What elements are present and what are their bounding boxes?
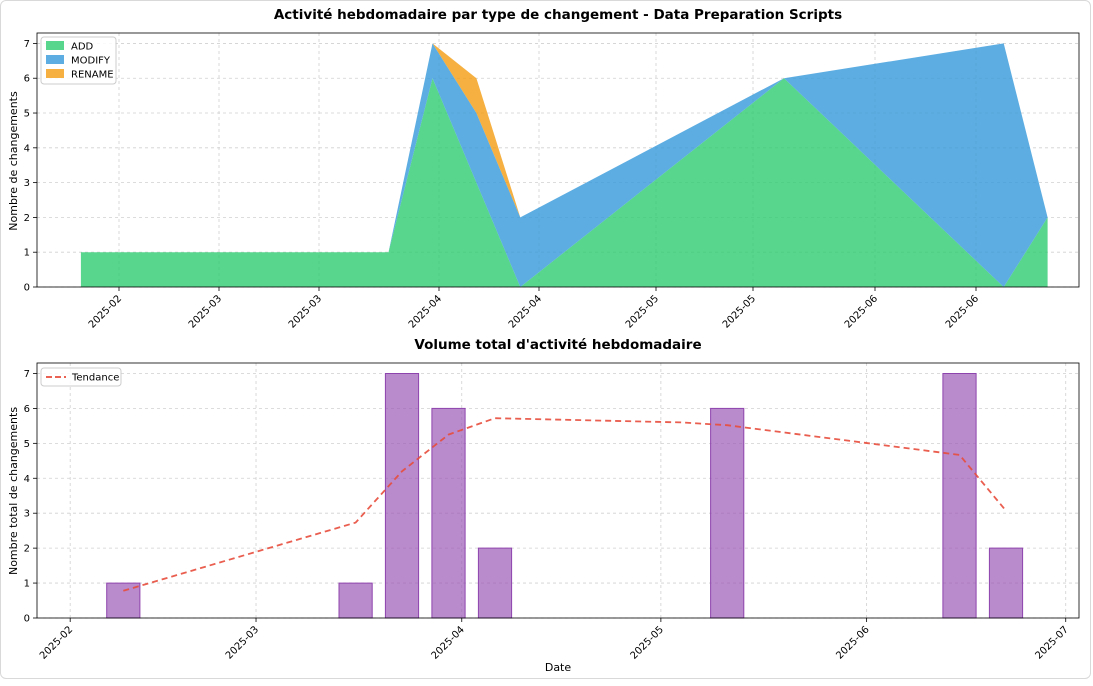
x-tick-label: 2025-06 (944, 293, 981, 330)
area-chart-y-label: Nombre de changements (7, 91, 20, 231)
bar-chart-x-ticks: 2025-02 2025-03 2025-04 2025-05 2025-06 2025-… (38, 618, 1071, 662)
legend-label-add: ADD (71, 42, 94, 53)
y-tick-label: 0 (24, 614, 30, 625)
y-tick-label: 4 (24, 474, 30, 485)
bar-chart: Volume total d'activité hebdomadaire 0 1 2… (7, 337, 1080, 674)
y-tick-label: 3 (24, 178, 30, 189)
legend-swatch-modify (46, 55, 64, 64)
bar (942, 373, 977, 619)
x-tick-label: 2025-05 (624, 293, 661, 330)
area-chart-y-ticks: 0 1 2 3 4 5 6 7 (24, 39, 37, 294)
y-tick-label: 6 (24, 74, 30, 85)
x-tick-label: 2025-03 (287, 293, 324, 330)
y-tick-label: 1 (24, 579, 30, 590)
x-tick-label: 2025-03 (187, 293, 224, 330)
legend-swatch-rename (46, 69, 64, 78)
bar (988, 547, 1024, 619)
x-tick-label: 2025-05 (721, 293, 758, 330)
bar-chart-y-ticks: 0 1 2 3 4 5 6 7 (24, 369, 37, 625)
y-tick-label: 1 (24, 248, 30, 259)
x-tick-label: 2025-04 (507, 293, 544, 330)
x-tick-label: 2025-07 (1034, 624, 1071, 661)
x-tick-label: 2025-06 (843, 293, 880, 330)
bar-chart-frame (36, 362, 1080, 619)
x-tick-label: 2025-02 (38, 624, 75, 661)
trend-line (123, 417, 1007, 592)
bar-chart-y-label: Nombre total de changements (7, 407, 20, 575)
bar (477, 547, 513, 619)
area-chart-frame (36, 32, 1080, 288)
bar (106, 582, 141, 619)
y-tick-label: 7 (24, 369, 30, 380)
bar-chart-legend: Tendance (40, 367, 122, 387)
bar (431, 407, 466, 619)
legend-label-rename: RENAME (71, 70, 114, 81)
y-tick-label: 4 (24, 143, 30, 154)
x-tick-label: 2025-05 (629, 624, 666, 661)
bar (384, 373, 420, 619)
x-tick-label: 2025-04 (407, 293, 444, 330)
y-tick-label: 6 (24, 404, 30, 415)
area-chart: Activité hebdomadaire par type de change… (7, 7, 1080, 331)
area-chart-legend: ADD MODIFY RENAME (40, 36, 117, 85)
area-chart-areas (80, 43, 1048, 288)
bar (338, 582, 373, 619)
x-tick-label: 2025-06 (834, 624, 871, 661)
area-chart-title: Activité hebdomadaire par type de change… (274, 7, 842, 23)
y-tick-label: 2 (24, 544, 30, 555)
bar-chart-grid (37, 363, 1079, 619)
legend-box (40, 367, 122, 387)
x-tick-label: 2025-03 (224, 624, 261, 661)
y-tick-label: 3 (24, 509, 30, 520)
x-tick-label: 2025-02 (87, 293, 124, 330)
y-tick-label: 5 (24, 439, 30, 450)
y-tick-label: 7 (24, 39, 30, 50)
legend-swatch-add (46, 41, 64, 50)
bar-chart-trend (123, 417, 1007, 592)
area-add (80, 78, 1048, 287)
y-tick-label: 5 (24, 109, 30, 120)
bar-chart-x-label: Date (545, 661, 572, 674)
legend-label-modify: MODIFY (71, 56, 111, 67)
legend-label-tendance: Tendance (71, 373, 119, 384)
bar-chart-title: Volume total d'activité hebdomadaire (414, 337, 701, 353)
bar-chart-bars (106, 373, 1024, 619)
y-tick-label: 2 (24, 213, 30, 224)
bar (710, 407, 745, 619)
x-tick-label: 2025-04 (430, 624, 467, 661)
area-chart-x-ticks: 2025-02 2025-03 2025-03 2025-04 2025-04 2025-… (87, 287, 981, 331)
area-modify (80, 43, 1048, 288)
y-tick-label: 0 (24, 283, 30, 294)
